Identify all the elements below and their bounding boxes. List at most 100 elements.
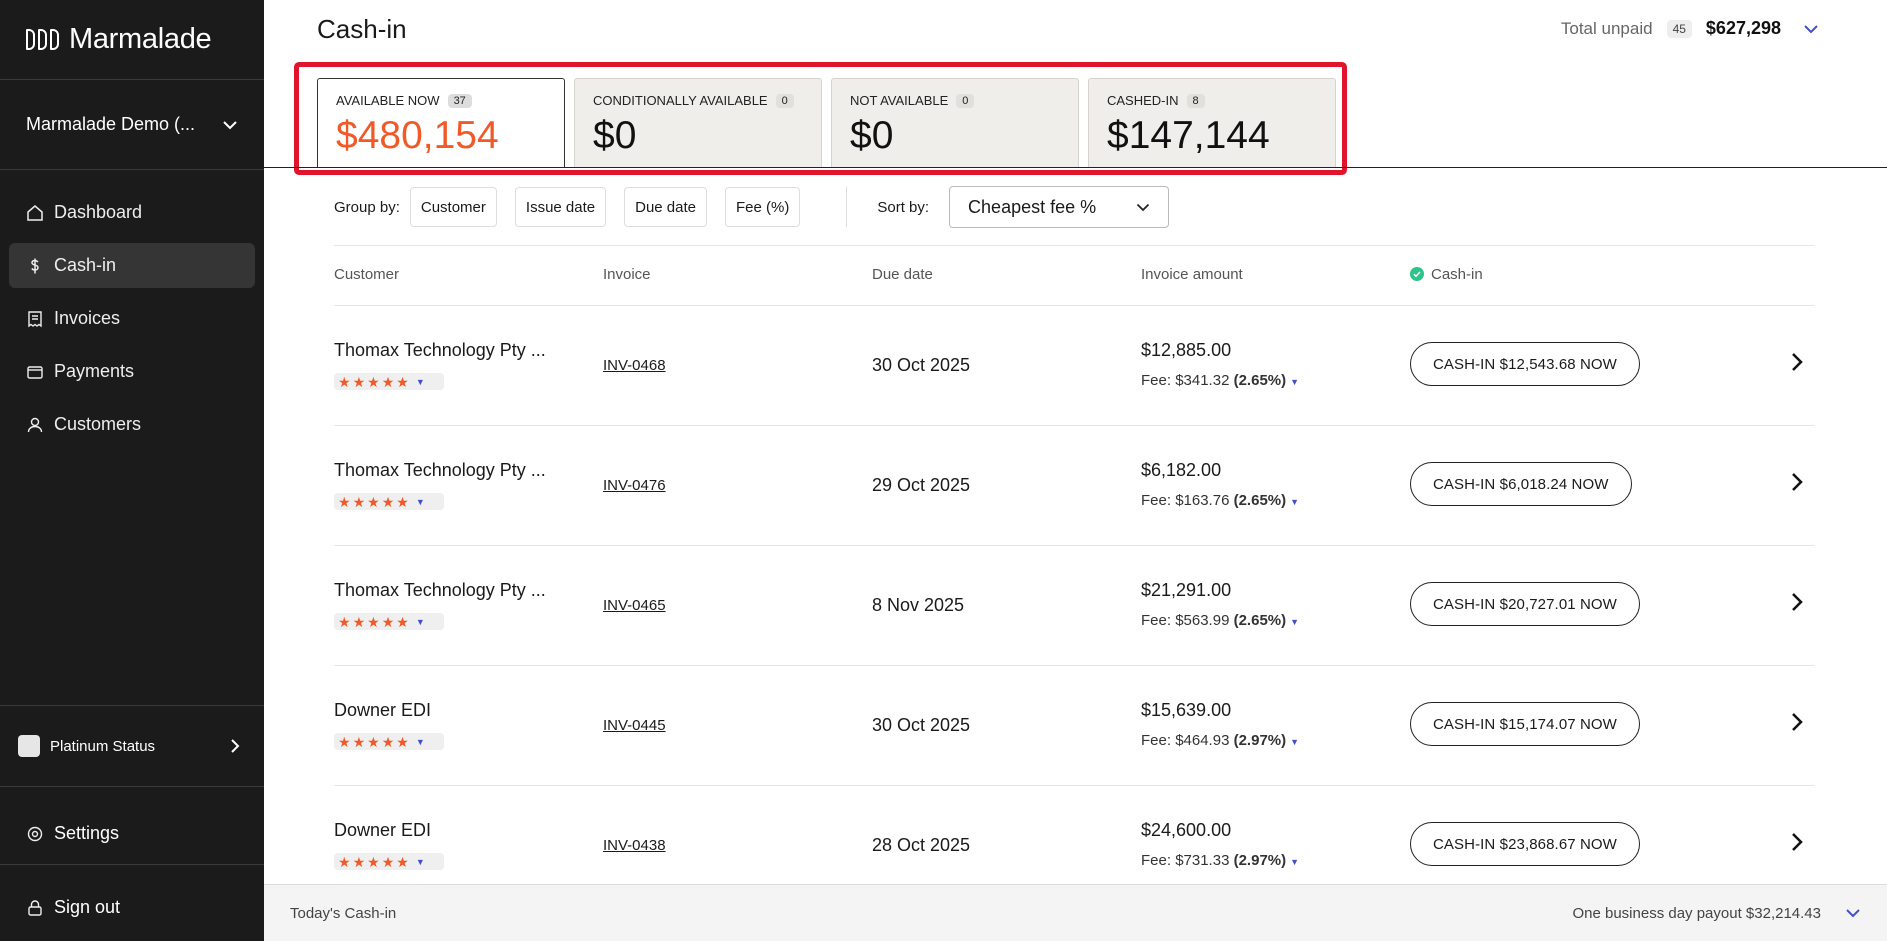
caret-down-icon: ▼ [415,376,425,387]
row-fee[interactable]: Fee: $163.76 (2.65%) ▼ [1141,492,1299,509]
nav-item-customers[interactable]: Customers [9,402,255,447]
star-icon: ★ [381,853,395,870]
group-by-customer-button[interactable]: Customer [409,187,497,227]
tab-conditionally-available[interactable]: CONDITIONALLY AVAILABLE 0 $0 [574,78,822,167]
star-icon: ★ [352,733,366,750]
table-row[interactable]: Downer EDI ★ ★ ★ ★ ★ ▼ INV-0445 30 Oct 2025 $15,6… [334,666,1814,785]
tab-not-available[interactable]: NOT AVAILABLE 0 $0 [831,78,1079,167]
cash-in-button[interactable]: CASH-IN $23,868.67 NOW [1410,822,1640,866]
star-icon: ★ [338,493,351,510]
settings-label: Settings [54,823,120,843]
cash-in-button[interactable]: CASH-IN $12,543.68 NOW [1410,342,1640,386]
tab-cashed-in[interactable]: CASHED-IN 8 $147,144 [1088,78,1336,167]
tab-value: $480,154 [336,114,499,157]
fee-percent: (2.97%) [1233,852,1287,869]
org-switcher[interactable]: Marmalade Demo (... [0,80,264,170]
row-fee[interactable]: Fee: $731.33 (2.97%) ▼ [1141,852,1299,869]
row-fee[interactable]: Fee: $341.32 (2.65%) ▼ [1141,372,1299,389]
star-icon: ★ [352,613,366,630]
customer-rating[interactable]: ★ ★ ★ ★ ★ ▼ [334,373,444,390]
sort-select[interactable]: Cheapest fee % [949,186,1170,228]
marmalade-logo-icon [26,29,59,50]
footer-bar[interactable]: Today's Cash-in One business day payout … [264,884,1887,941]
customer-rating[interactable]: ★ ★ ★ ★ ★ ▼ [334,493,444,510]
row-expand-chevron[interactable] [1791,472,1803,497]
caret-down-icon: ▼ [1290,377,1300,387]
availability-tabs: AVAILABLE NOW 37 $480,154 CONDITIONALLY A… [317,78,1336,167]
customer-rating[interactable]: ★ ★ ★ ★ ★ ▼ [334,733,444,750]
nav-item-dashboard[interactable]: Dashboard [9,190,255,235]
nav-item-invoices[interactable]: Invoices [9,296,255,341]
table-row[interactable]: Downer EDI ★ ★ ★ ★ ★ ▼ INV-0438 28 Oct 2025 $24,6… [334,786,1814,905]
group-by-issue-date-button[interactable]: Issue date [514,187,607,227]
group-by-due-date-button[interactable]: Due date [624,187,708,227]
row-expand-chevron[interactable] [1791,592,1803,617]
tab-available-now[interactable]: AVAILABLE NOW 37 $480,154 [317,78,565,167]
total-unpaid-count: 45 [1666,19,1692,38]
row-expand-chevron[interactable] [1791,712,1803,737]
customer-rating[interactable]: ★ ★ ★ ★ ★ ▼ [334,853,444,870]
star-icon: ★ [381,373,395,390]
nav-item-payments[interactable]: Payments [9,349,255,394]
table-row[interactable]: Thomax Technology Pty ... ★ ★ ★ ★ ★ ▼ INV-0476 2… [334,426,1814,545]
group-by-fee-button[interactable]: Fee (%) [725,187,801,227]
cash-in-button[interactable]: CASH-IN $15,174.07 NOW [1410,702,1640,746]
chevron-right-icon [231,739,240,753]
tab-value: $0 [850,114,894,157]
chevron-down-icon [223,120,237,129]
brand-name: Marmalade [69,23,212,55]
cash-in-button[interactable]: CASH-IN $6,018.24 NOW [1410,462,1632,506]
invoice-link[interactable]: INV-0465 [603,597,666,614]
star-icon: ★ [352,853,366,870]
invoice-link[interactable]: INV-0445 [603,717,666,734]
col-invoice-amount[interactable]: Invoice amount [1141,266,1243,283]
brand[interactable]: Marmalade [0,0,264,80]
table-row[interactable]: Thomax Technology Pty ... ★ ★ ★ ★ ★ ▼ INV-0465 8… [334,546,1814,665]
invoice-link[interactable]: INV-0476 [603,477,666,494]
col-invoice[interactable]: Invoice [603,266,651,283]
col-cash-in[interactable]: Cash-in [1410,266,1483,283]
nav-item-label: Payments [54,361,135,381]
tab-label: AVAILABLE NOW [336,93,440,108]
caret-down-icon: ▼ [415,496,425,507]
table-row[interactable]: Thomax Technology Pty ... ★ ★ ★ ★ ★ ▼ INV-0468 3… [334,306,1814,425]
total-unpaid-amount: $627,298 [1705,18,1781,38]
col-customer[interactable]: Customer [334,266,400,283]
star-icon: ★ [367,733,380,750]
customer-rating[interactable]: ★ ★ ★ ★ ★ ▼ [334,613,444,630]
total-unpaid[interactable]: Total unpaid 45 $627,298 [1561,18,1819,39]
fee-amount: $341.32 [1175,372,1230,389]
sign-out-link[interactable]: Sign out [0,885,264,930]
star-icon: ★ [338,613,351,630]
star-icon: ★ [352,493,366,510]
star-icon: ★ [381,733,395,750]
star-icon: ★ [367,613,380,630]
row-expand-chevron[interactable] [1791,352,1803,377]
fee-amount: $563.99 [1175,612,1230,629]
row-due-date: 29 Oct 2025 [872,475,971,495]
col-due-date[interactable]: Due date [872,266,933,283]
table-header: Customer Invoice Due date Invoice amount… [334,266,1814,286]
caret-down-icon: ▼ [1290,737,1300,747]
toolbar-divider [846,187,848,227]
footer-label: Today's Cash-in [290,904,397,922]
row-due-date: 30 Oct 2025 [872,355,971,375]
caret-down-icon: ▼ [1290,857,1300,867]
cash-in-button[interactable]: CASH-IN $20,727.01 NOW [1410,582,1640,626]
row-fee[interactable]: Fee: $464.93 (2.97%) ▼ [1141,732,1299,749]
status-badge-icon [18,735,40,757]
invoice-link[interactable]: INV-0438 [603,837,666,854]
row-expand-chevron[interactable] [1791,832,1803,857]
star-icon: ★ [396,733,409,750]
fee-percent: (2.65%) [1233,492,1287,509]
settings-link[interactable]: Settings [0,803,264,865]
nav-item-label: Customers [54,414,142,434]
nav-item-cash-in[interactable]: Cash-in [9,243,255,288]
nav-item-label: Dashboard [54,202,143,222]
tab-count: 0 [775,93,794,108]
tab-label: CASHED-IN [1107,93,1179,108]
row-divider [334,545,1814,546]
row-fee[interactable]: Fee: $563.99 (2.65%) ▼ [1141,612,1299,629]
platinum-status[interactable]: Platinum Status [0,705,264,787]
invoice-link[interactable]: INV-0468 [603,357,666,374]
